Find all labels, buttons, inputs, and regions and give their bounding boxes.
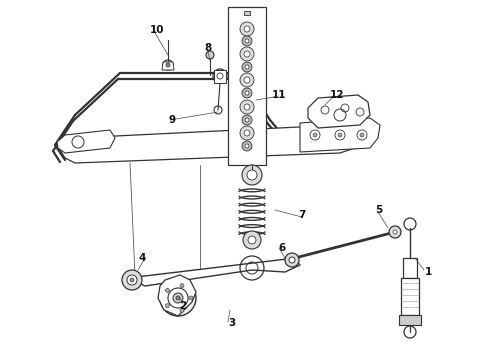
Circle shape (244, 26, 250, 32)
Text: 3: 3 (228, 318, 235, 328)
Polygon shape (403, 258, 417, 278)
Circle shape (160, 280, 196, 316)
Circle shape (242, 62, 252, 72)
Circle shape (285, 253, 299, 267)
Circle shape (247, 170, 257, 180)
Circle shape (245, 65, 249, 69)
Circle shape (240, 47, 254, 61)
Circle shape (180, 309, 184, 312)
Circle shape (242, 36, 252, 46)
Bar (228, 7, 266, 165)
Circle shape (176, 296, 180, 300)
Text: 4: 4 (138, 253, 146, 263)
Circle shape (338, 133, 342, 137)
Circle shape (242, 165, 262, 185)
Circle shape (248, 236, 256, 244)
Circle shape (166, 288, 170, 292)
Circle shape (166, 63, 170, 67)
Text: 2: 2 (179, 301, 187, 311)
Circle shape (240, 22, 254, 36)
Circle shape (206, 51, 214, 59)
Polygon shape (57, 130, 115, 153)
Circle shape (244, 130, 250, 136)
Text: 5: 5 (375, 205, 382, 215)
Circle shape (122, 270, 142, 290)
Text: 7: 7 (298, 210, 305, 220)
Circle shape (166, 303, 170, 308)
Text: 6: 6 (278, 243, 285, 253)
Polygon shape (162, 62, 174, 70)
Polygon shape (300, 118, 380, 152)
Circle shape (245, 118, 249, 122)
Circle shape (245, 91, 249, 95)
Circle shape (245, 144, 249, 148)
Circle shape (168, 288, 188, 308)
Text: 10: 10 (150, 25, 165, 35)
Circle shape (393, 230, 397, 234)
Circle shape (245, 39, 249, 43)
Text: 11: 11 (272, 90, 287, 100)
Text: 9: 9 (168, 115, 175, 125)
Circle shape (360, 133, 364, 137)
Circle shape (389, 226, 401, 238)
Text: 1: 1 (425, 267, 432, 277)
Text: 8: 8 (204, 43, 211, 53)
Polygon shape (308, 95, 370, 128)
Circle shape (240, 126, 254, 140)
Text: 12: 12 (330, 90, 344, 100)
Polygon shape (401, 278, 419, 315)
Circle shape (244, 77, 250, 83)
Circle shape (313, 133, 317, 137)
Circle shape (244, 51, 250, 57)
Bar (244, 11, 250, 15)
Circle shape (130, 278, 134, 282)
Circle shape (244, 104, 250, 110)
Circle shape (243, 231, 261, 249)
Polygon shape (128, 258, 300, 286)
Polygon shape (158, 275, 196, 316)
Polygon shape (399, 315, 421, 325)
Circle shape (289, 257, 295, 263)
Circle shape (242, 88, 252, 98)
Circle shape (240, 73, 254, 87)
Circle shape (240, 100, 254, 114)
Circle shape (180, 284, 184, 288)
Polygon shape (214, 70, 226, 83)
Circle shape (173, 293, 183, 303)
Circle shape (127, 275, 137, 285)
Circle shape (189, 296, 193, 300)
Circle shape (242, 141, 252, 151)
Polygon shape (60, 125, 360, 163)
Circle shape (242, 115, 252, 125)
